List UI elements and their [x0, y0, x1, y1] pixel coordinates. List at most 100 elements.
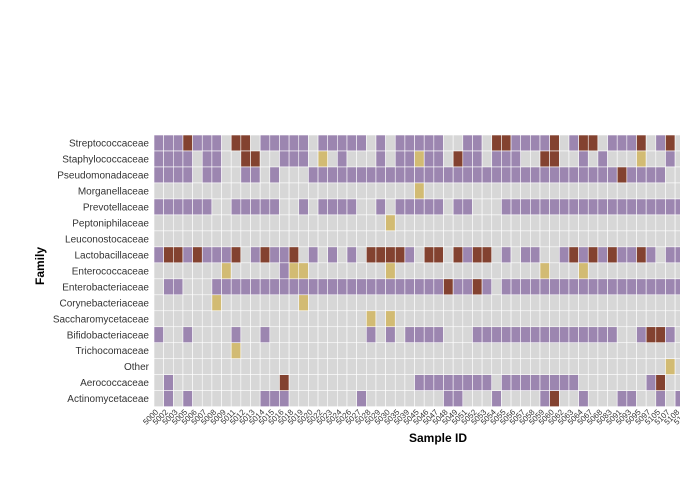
heatmap-cell [616, 166, 628, 184]
heatmap-cell [587, 262, 599, 280]
heatmap-cell [616, 310, 628, 328]
heatmap-cell [385, 150, 396, 168]
heatmap-cell [192, 150, 203, 168]
heatmap-cell [250, 342, 261, 360]
heatmap-cell [433, 262, 444, 280]
heatmap-cell [240, 326, 251, 344]
heatmap-cell [636, 214, 647, 232]
heatmap-cell [279, 230, 290, 248]
heatmap-cell [645, 390, 657, 407]
heatmap-cell [520, 166, 531, 184]
heatmap-cell [153, 198, 164, 216]
heatmap-cell [462, 390, 473, 407]
heatmap-cell [259, 294, 271, 312]
heatmap-cell [298, 182, 309, 200]
heatmap-cell [221, 262, 232, 280]
heatmap-cell [404, 358, 415, 376]
heatmap-cell [404, 198, 415, 216]
heatmap-cell [597, 214, 608, 232]
heatmap-cell [346, 230, 357, 248]
heatmap-cell [539, 294, 550, 312]
family-label: Lactobacillaceae [75, 250, 150, 261]
heatmap-cell [385, 134, 396, 152]
heatmap-cell [279, 150, 290, 168]
heatmap-cell [414, 198, 425, 216]
heatmap-cell [279, 342, 290, 360]
heatmap-cell [375, 246, 386, 264]
heatmap-cell [452, 134, 464, 152]
heatmap-cell [443, 326, 454, 344]
heatmap-cell [192, 182, 203, 200]
heatmap-cell [173, 294, 184, 312]
heatmap-cell [327, 326, 338, 344]
heatmap-cell [665, 358, 676, 376]
heatmap-cell [655, 166, 666, 184]
heatmap-cell [587, 294, 599, 312]
heatmap-cell [298, 262, 309, 280]
heatmap-cell [279, 134, 290, 152]
heatmap-cell [279, 326, 290, 344]
heatmap-cell [221, 166, 232, 184]
heatmap-cell [665, 134, 676, 152]
heatmap-cell [404, 294, 415, 312]
heatmap-cell [269, 214, 280, 232]
heatmap-cell [288, 230, 300, 248]
heatmap-cell [298, 278, 309, 296]
heatmap-cell [298, 294, 309, 312]
heatmap-cell [288, 182, 300, 200]
heatmap-cell [510, 326, 521, 344]
heatmap-cell [674, 310, 680, 328]
heatmap-cell [365, 342, 377, 360]
heatmap-cell [452, 374, 464, 391]
heatmap-cell [346, 342, 357, 360]
heatmap-cell [414, 310, 425, 328]
heatmap-cell [288, 326, 300, 344]
heatmap-cell [578, 390, 589, 407]
heatmap-cell [317, 182, 328, 200]
heatmap-cell [443, 294, 454, 312]
heatmap-cell [578, 278, 589, 296]
heatmap-cell [288, 278, 300, 296]
heatmap-cell [414, 390, 425, 407]
heatmap-cell [636, 198, 647, 216]
heatmap-cell [337, 198, 348, 216]
heatmap-cell [481, 278, 493, 296]
heatmap-cell [394, 198, 406, 216]
heatmap-cell [501, 246, 512, 264]
heatmap-cell [173, 182, 184, 200]
family-label: Trichocomaceae [75, 346, 149, 357]
heatmap-cell [530, 326, 541, 344]
heatmap-cell [365, 294, 377, 312]
heatmap-cell [365, 262, 377, 280]
heatmap-cell [163, 246, 174, 264]
heatmap-cell [520, 390, 531, 407]
heatmap-cell [443, 310, 454, 328]
heatmap-cell [385, 182, 396, 200]
heatmap-cell [645, 310, 657, 328]
heatmap-cell [346, 198, 357, 216]
heatmap-cell [308, 374, 319, 391]
heatmap-cell [317, 246, 328, 264]
heatmap-cell [240, 166, 251, 184]
heatmap-cell [346, 134, 357, 152]
heatmap-cell [308, 310, 319, 328]
heatmap-cell [530, 230, 541, 248]
heatmap-cell [501, 326, 512, 344]
heatmap-cell [327, 198, 338, 216]
heatmap-cell [337, 214, 348, 232]
heatmap-cell [327, 230, 338, 248]
heatmap-cell [597, 134, 608, 152]
heatmap-cell [558, 230, 570, 248]
heatmap-cell [201, 326, 213, 344]
heatmap-cell [539, 198, 550, 216]
heatmap-cell [472, 262, 483, 280]
heatmap-cell [240, 246, 251, 264]
heatmap-cell [279, 358, 290, 376]
heatmap-cell [616, 214, 628, 232]
heatmap-cell [626, 358, 637, 376]
heatmap-cell [597, 358, 608, 376]
heatmap-cell [520, 182, 531, 200]
heatmap-cell [472, 294, 483, 312]
heatmap-cell [472, 342, 483, 360]
heatmap-cell [259, 166, 271, 184]
